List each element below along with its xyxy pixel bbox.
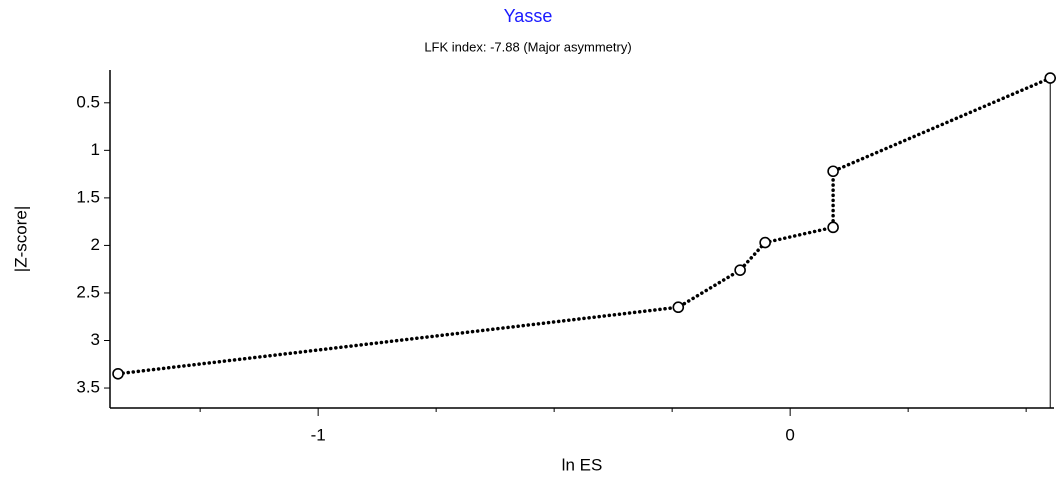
series-line — [116, 76, 1052, 376]
data-point — [759, 236, 771, 249]
data-point — [827, 165, 839, 178]
y-tick-label: 3 — [91, 330, 100, 349]
chart-title: Yasse — [504, 6, 553, 26]
y-tick-label: 1 — [91, 140, 100, 159]
y-tick-label: 2.5 — [76, 282, 100, 301]
y-axis-label: |Z-score| — [11, 206, 30, 272]
y-tick-label: 1.5 — [76, 187, 100, 206]
data-point — [672, 301, 685, 314]
chart-subtitle: LFK index: -7.88 (Major asymmetry) — [424, 39, 631, 54]
x-tick-label: -1 — [311, 425, 326, 444]
data-point — [112, 367, 124, 380]
y-tick-label: 3.5 — [76, 378, 100, 397]
x-tick-label: 0 — [785, 425, 794, 444]
data-point — [734, 264, 746, 276]
y-tick-label: 0.5 — [76, 92, 100, 111]
y-tick-label: 2 — [91, 235, 100, 254]
x-axis-label: ln ES — [562, 455, 603, 474]
data-point — [1044, 72, 1056, 84]
data-point — [827, 221, 839, 234]
